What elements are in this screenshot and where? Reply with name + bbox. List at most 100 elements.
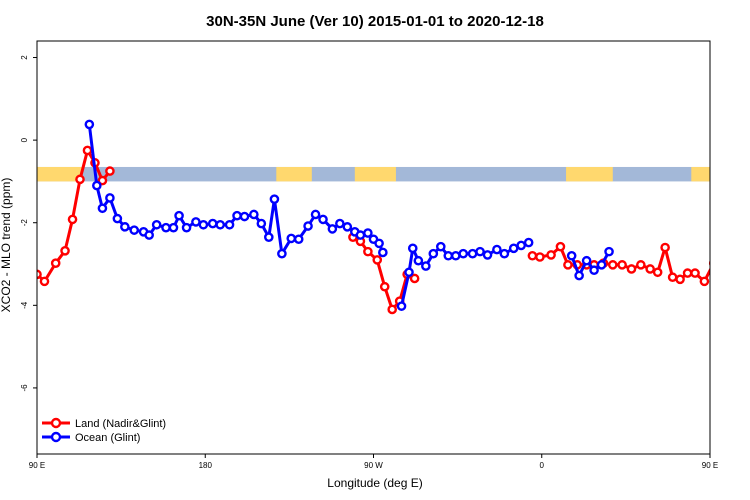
ocean-data-point bbox=[215, 219, 226, 230]
ocean-data-point bbox=[168, 222, 179, 233]
ocean-data-point bbox=[374, 238, 384, 249]
ocean-data-point bbox=[604, 246, 614, 257]
ocean-data-point bbox=[574, 270, 584, 281]
y-tick-label: -4 bbox=[20, 301, 29, 309]
land-data-point bbox=[718, 247, 725, 254]
ocean-data-point bbox=[112, 213, 123, 224]
land-data-point bbox=[645, 264, 655, 274]
land-data-point bbox=[39, 276, 50, 287]
x-tick-label: 180 bbox=[199, 461, 213, 470]
ocean-data-point bbox=[181, 222, 192, 233]
ocean-data-point bbox=[516, 240, 526, 251]
land-data-point bbox=[60, 246, 70, 256]
legend-entry-ocean: Ocean (Glint) bbox=[42, 431, 140, 444]
x-tick-label: 90 E bbox=[29, 461, 45, 470]
land-data-point bbox=[725, 216, 732, 223]
land-data-point bbox=[363, 246, 373, 257]
surface-band bbox=[37, 166, 710, 182]
ocean-data-point bbox=[84, 119, 95, 130]
ocean-data-point bbox=[198, 219, 209, 230]
x-axis-label: Longitude (deg E) bbox=[327, 476, 422, 490]
ocean-data-point bbox=[450, 250, 461, 261]
land-data-point bbox=[97, 175, 108, 186]
legend-swatch-marker bbox=[50, 431, 62, 443]
ocean-data-point bbox=[144, 230, 154, 240]
ocean-data-point bbox=[327, 224, 338, 234]
ocean-data-point bbox=[566, 250, 577, 261]
ocean-data-point bbox=[428, 248, 439, 259]
ocean-data-point bbox=[224, 219, 235, 230]
ocean-data-point bbox=[120, 222, 130, 232]
land-band-segment bbox=[566, 166, 613, 182]
ocean-data-point bbox=[293, 234, 304, 245]
ocean-data-point bbox=[342, 222, 353, 232]
ocean-data-point bbox=[310, 209, 321, 220]
y-tick-label: 0 bbox=[20, 137, 29, 142]
ocean-data-point bbox=[174, 210, 184, 221]
ocean-data-point bbox=[318, 214, 328, 225]
chart-title: 30N-35N June (Ver 10) 2015-01-01 to 2020… bbox=[206, 13, 544, 30]
ocean-data-point bbox=[97, 203, 108, 214]
land-band-segment bbox=[276, 166, 312, 182]
land-data-point bbox=[699, 276, 710, 287]
ocean-series-line bbox=[746, 124, 750, 235]
ocean-data-point bbox=[286, 233, 297, 244]
ocean-data-point bbox=[435, 241, 446, 252]
land-data-point bbox=[82, 145, 93, 156]
ocean-data-point bbox=[467, 248, 478, 259]
ocean-data-point bbox=[421, 261, 431, 271]
y-tick-label: -6 bbox=[20, 384, 29, 392]
land-data-point bbox=[105, 166, 115, 176]
land-data-point bbox=[733, 176, 740, 183]
land-data-point bbox=[690, 268, 700, 278]
ocean-data-point bbox=[508, 243, 519, 254]
ocean-data-point bbox=[264, 232, 274, 242]
land-band-segment bbox=[354, 166, 396, 182]
ocean-data-point bbox=[404, 267, 414, 278]
axes: 90 E 180 90 W 0 90 E 2 0 -2 -4 -6 bbox=[20, 55, 718, 470]
y-tick-label: -2 bbox=[20, 219, 29, 227]
x-tick-label: 90 W bbox=[364, 461, 383, 470]
land-data-point bbox=[379, 281, 390, 292]
land-data-point bbox=[667, 272, 678, 283]
land-data-point bbox=[563, 260, 573, 270]
land-band-segment bbox=[37, 166, 82, 182]
land-band-segment bbox=[691, 166, 710, 182]
land-data-point bbox=[535, 252, 545, 262]
ocean-data-point bbox=[355, 230, 366, 240]
land-series-line bbox=[37, 148, 112, 283]
ocean-data-point bbox=[303, 221, 313, 231]
ocean-data-point bbox=[335, 218, 345, 229]
land-data-point bbox=[555, 241, 566, 252]
ocean-data-point bbox=[269, 194, 280, 204]
ocean-data-point bbox=[378, 247, 388, 258]
land-data-point bbox=[607, 260, 618, 270]
ocean-data-point bbox=[249, 209, 259, 220]
ocean-data-point bbox=[482, 250, 493, 260]
x-tick-label: 0 bbox=[540, 461, 545, 470]
ocean-data-point bbox=[239, 211, 250, 222]
ocean-data-point bbox=[151, 219, 162, 230]
land-data-point bbox=[387, 304, 397, 315]
legend-label: Land (Nadir&Glint) bbox=[75, 418, 166, 430]
land-data-point bbox=[372, 255, 383, 265]
legend: Land (Nadir&Glint) Ocean (Glint) bbox=[42, 417, 166, 444]
land-data-point bbox=[617, 260, 627, 270]
land-data-point bbox=[546, 250, 556, 260]
ocean-data-point bbox=[92, 180, 102, 191]
land-data-point bbox=[527, 250, 538, 261]
ocean-data-point bbox=[407, 243, 418, 254]
legend-entry-land: Land (Nadir&Glint) bbox=[42, 417, 166, 430]
y-axis-label: XCO2 - MLO trend (ppm) bbox=[0, 178, 13, 313]
ocean-data-point bbox=[458, 248, 469, 259]
land-data-point bbox=[675, 274, 685, 285]
ocean-data-point bbox=[742, 121, 749, 128]
land-data-point bbox=[50, 258, 61, 268]
ocean-data-point bbox=[161, 222, 171, 233]
series-layer bbox=[37, 119, 750, 315]
ocean-data-point bbox=[191, 217, 201, 227]
ocean-data-point bbox=[363, 228, 373, 238]
land-data-point bbox=[626, 264, 637, 274]
legend-label: Ocean (Glint) bbox=[75, 432, 140, 444]
